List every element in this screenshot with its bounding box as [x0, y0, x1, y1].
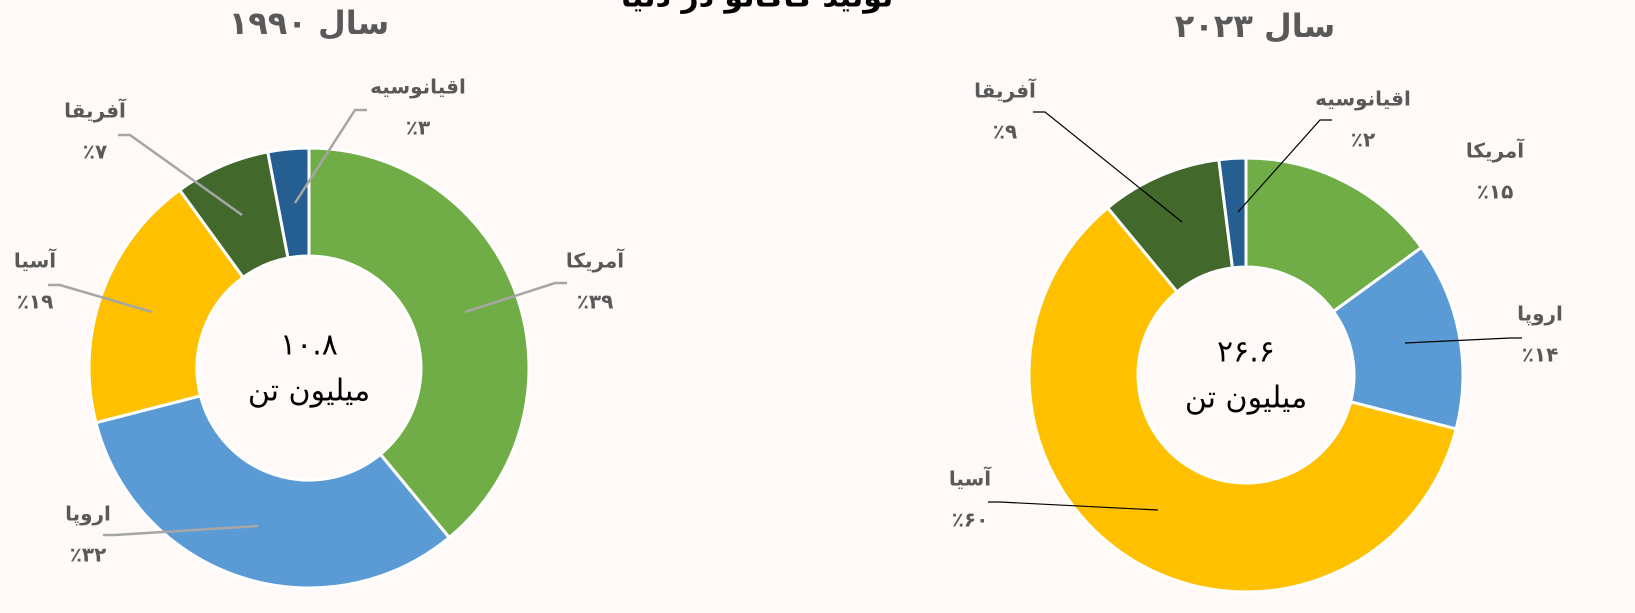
- donut-slice: [307, 146, 531, 540]
- slice-value: ٪۲: [1351, 128, 1375, 152]
- slice-value: ٪۱۵: [1477, 180, 1514, 204]
- slice-value: ٪۳۲: [70, 543, 107, 567]
- donut-slice: [1217, 156, 1248, 270]
- leader-line: [48, 283, 153, 314]
- slice-value: ٪۱۹: [17, 290, 54, 314]
- leader-line: [1237, 119, 1332, 213]
- slice-name: اروپا: [1517, 302, 1563, 327]
- donut-slice: [266, 146, 311, 260]
- slice-name: آفریقا: [974, 78, 1037, 103]
- donut-slice: [1331, 245, 1465, 431]
- donut-slice: [94, 394, 452, 590]
- slice-value: ٪۳۹: [577, 290, 614, 314]
- center-text: ۱۰.۸: [280, 328, 338, 363]
- leader-line: [988, 501, 1159, 511]
- donut-slice: [1244, 156, 1424, 314]
- donut-slice: [1027, 205, 1459, 594]
- main-title: تولید کاکائو در دنیا: [621, 0, 894, 15]
- slice-value: ٪۳: [406, 116, 430, 140]
- donut-slice: [87, 187, 246, 425]
- slice-value: ٪۹: [993, 120, 1017, 144]
- slice-name: آمریکا: [1466, 138, 1525, 163]
- slice-name: آفریقا: [64, 98, 127, 123]
- leader-line: [1033, 111, 1183, 223]
- chart-title: سال ۲۰۲۳: [1175, 7, 1336, 45]
- leader-line: [118, 133, 243, 217]
- leader-line: [1404, 337, 1522, 344]
- slice-value: ٪۷: [83, 140, 107, 164]
- slice-name: اقیانوسیه: [370, 75, 466, 99]
- slice-name: آمریکا: [566, 248, 625, 273]
- slice-value: ٪۶۰: [952, 508, 989, 532]
- slice-name: اروپا: [65, 502, 111, 527]
- leader-line: [464, 281, 567, 314]
- center-text: ۲۶.۶: [1217, 335, 1275, 370]
- center-text: میلیون تن: [1185, 381, 1307, 416]
- center-text: میلیون تن: [248, 374, 370, 409]
- leader-line: [293, 108, 367, 204]
- slice-name: اقیانوسیه: [1315, 87, 1411, 111]
- chart-title: سال ۱۹۹۰: [229, 4, 390, 42]
- slice-name: آسیا: [949, 466, 992, 491]
- leader-line: [103, 524, 259, 537]
- slice-value: ٪۱۴: [1522, 343, 1559, 367]
- slice-name: آسیا: [14, 248, 57, 273]
